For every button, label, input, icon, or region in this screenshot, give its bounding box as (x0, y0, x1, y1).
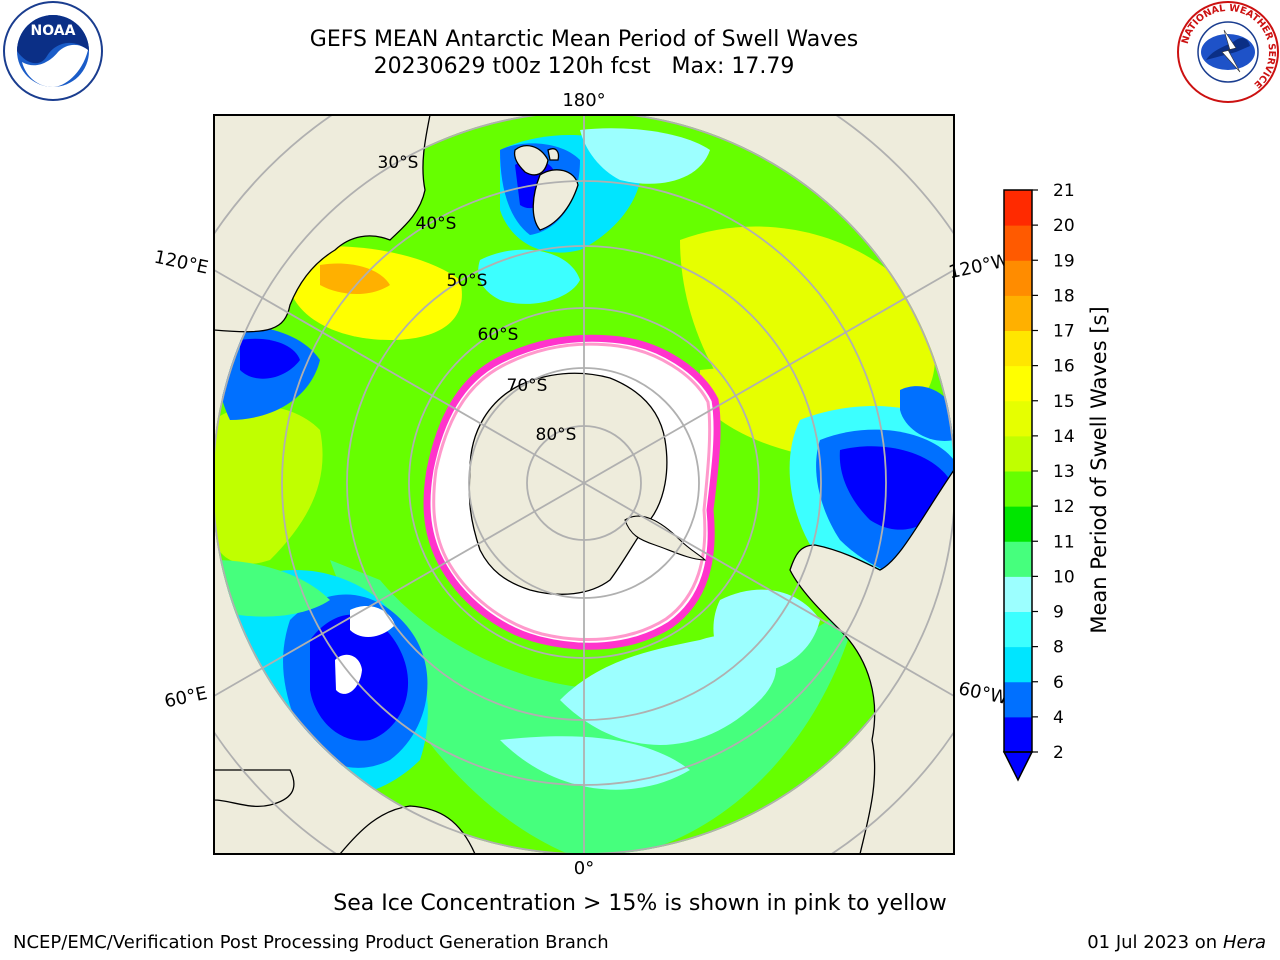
colorbar-segment (1004, 190, 1032, 226)
colorbar-tick-label: 17 (1053, 322, 1075, 342)
lon-label-180: 180° (562, 90, 605, 111)
colorbar-segment (1004, 435, 1032, 472)
lat-label-30s: 30°S (378, 153, 419, 173)
colorbar-tick-label: 12 (1053, 497, 1075, 517)
colorbar-segment (1004, 365, 1032, 402)
colorbar-underflow-arrow (1002, 751, 1034, 782)
colorbar-tick-label: 13 (1053, 462, 1075, 482)
colorbar-segment (1004, 541, 1032, 577)
colorbar-tick-label: 4 (1053, 708, 1064, 728)
colorbar-segment (1004, 646, 1032, 683)
map-frame (213, 114, 955, 855)
colorbar-tick-label: 9 (1053, 603, 1064, 623)
colorbar-tick-label: 10 (1053, 567, 1075, 587)
lon-label-120w: 120°W (947, 250, 1011, 283)
colorbar-segment (1004, 225, 1032, 261)
colorbar-tick-label: 18 (1053, 286, 1075, 306)
lat-label-50s: 50°S (447, 271, 488, 291)
colorbar-segment (1004, 506, 1032, 542)
colorbar-segment (1004, 716, 1032, 753)
colorbar-segment (1004, 611, 1032, 648)
colorbar-segment (1004, 471, 1032, 507)
lon-label-0: 0° (574, 858, 594, 879)
footer-date-text: 01 Jul 2023 on (1087, 932, 1223, 953)
noaa-logo: NOAA (3, 1, 103, 101)
colorbar-segment (1004, 330, 1032, 367)
lon-label-60w: 60°W (957, 678, 1010, 709)
lon-label-60e: 60°E (163, 683, 210, 713)
colorbar-title: Mean Period of Swell Waves [s] (1087, 306, 1111, 633)
lat-label-40s: 40°S (416, 214, 457, 234)
colorbar-tick-label: 2 (1053, 743, 1064, 763)
footer-machine: Hera (1222, 932, 1266, 953)
figure-title: GEFS MEAN Antarctic Mean Period of Swell… (309, 27, 859, 52)
colorbar-tick-label: 16 (1053, 357, 1075, 377)
colorbar-tick-label: 21 (1053, 181, 1075, 201)
lat-label-60s: 60°S (478, 325, 519, 345)
colorbar-tick-label: 6 (1053, 673, 1064, 693)
colorbar-tick-label: 8 (1053, 638, 1064, 658)
colorbar-segment (1004, 576, 1032, 612)
figure-subtitle: 20230629 t00z 120h fcst Max: 17.79 (373, 54, 795, 79)
colorbar-tick-label: 14 (1053, 427, 1075, 447)
lat-label-70s: 70°S (507, 376, 548, 396)
footer-credit: NCEP/EMC/Verification Post Processing Pr… (13, 932, 609, 953)
lat-label-80s: 80°S (536, 425, 577, 445)
lon-label-120e: 120°E (152, 247, 210, 279)
colorbar-tick-label: 19 (1053, 251, 1075, 271)
colorbar-tick-label: 20 (1053, 216, 1075, 236)
colorbar-segment (1004, 681, 1032, 718)
colorbar-tick-label: 11 (1053, 532, 1075, 552)
colorbar: 2 4 6 8 9 10 11 12 13 14 15 16 17 18 19 20 21 (1002, 181, 1075, 782)
colorbar-segment (1004, 260, 1032, 296)
footer-date: 01 Jul 2023 on Hera (1087, 932, 1266, 954)
antarctica (423, 334, 721, 650)
colorbar-segment (1004, 295, 1032, 331)
colorbar-tick-label: 15 (1053, 392, 1075, 412)
colorbar-segment (1004, 400, 1032, 437)
noaa-logo-text: NOAA (31, 23, 76, 39)
nws-logo: NATIONAL WEATHER SERVICE (1177, 1, 1279, 103)
graticule (214, 115, 954, 854)
sea-ice-caption: Sea Ice Concentration > 15% is shown in … (333, 891, 947, 916)
